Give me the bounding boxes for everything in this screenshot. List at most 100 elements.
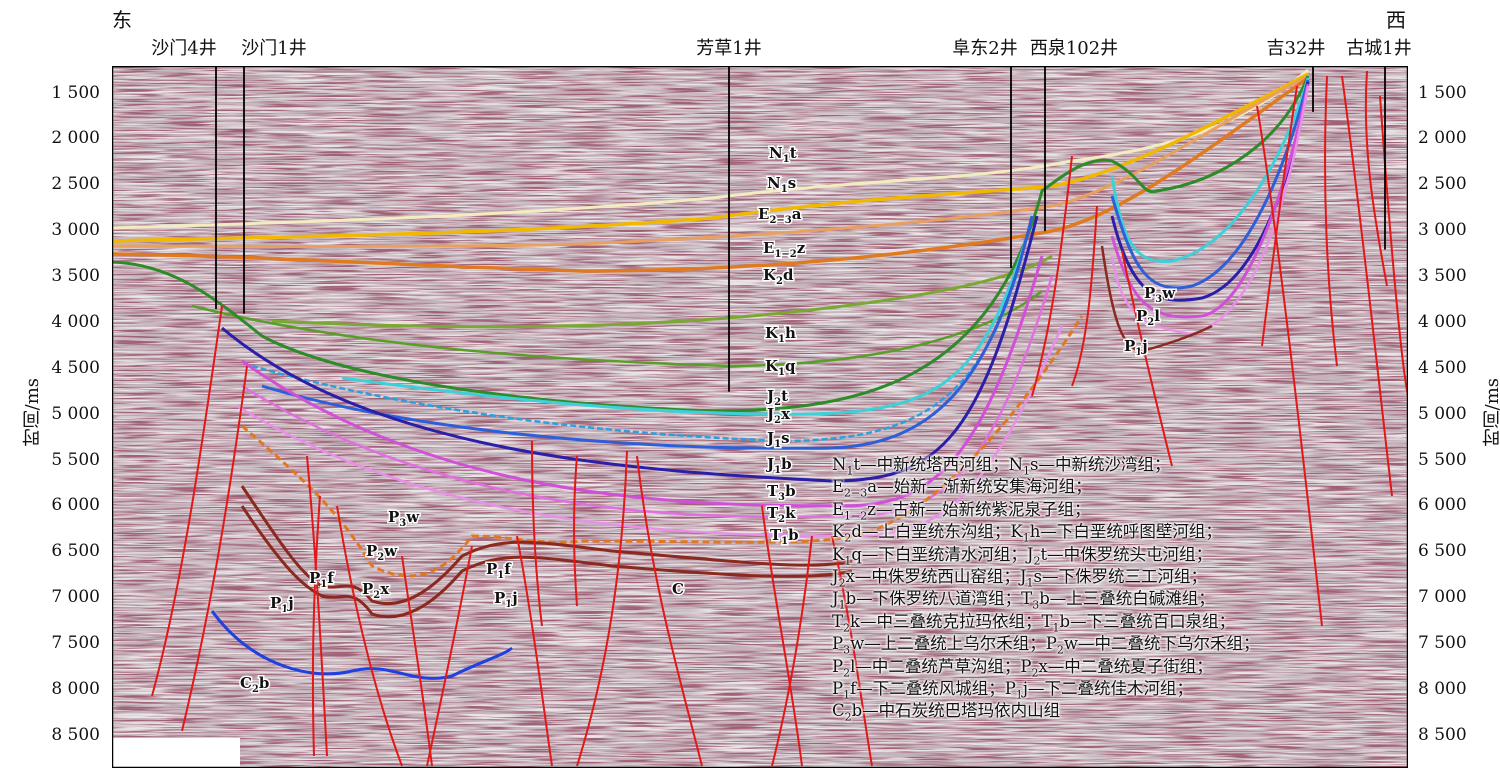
horizon-label-P1j_e: P1j xyxy=(270,594,294,615)
legend-text: j—下二叠统佳木河组； xyxy=(1022,679,1193,698)
legend-text: b—中石炭统巴塔玛依内山组 xyxy=(851,701,1061,721)
horizon-label-P2x_e: P2x xyxy=(362,580,390,601)
legend-subscript: 2 xyxy=(838,576,846,590)
legend-text: K xyxy=(832,522,845,542)
time-tick-label: 5 500 xyxy=(1418,449,1467,470)
horizon-label-P1j_c: P1j xyxy=(494,589,518,610)
legend-line: K1q—下白垩统清水河组；J2t—中侏罗统头屯河组； xyxy=(832,541,1212,567)
well-label-fudong2: 阜东2井 xyxy=(952,38,1018,59)
legend-subscript: 2 xyxy=(843,621,851,635)
legend-subscript: 2 xyxy=(843,665,851,679)
horizon-J2t xyxy=(341,77,1310,416)
time-tick-label: 4 000 xyxy=(1418,311,1467,332)
legend-subscript: 2−3 xyxy=(844,486,868,500)
horizon-label-N1t: N1t xyxy=(769,144,797,165)
legend-text: N xyxy=(832,455,847,474)
legend-line: N1t—中新统塔西河组；N1s—中新统沙湾组； xyxy=(832,451,1170,477)
fault-line xyxy=(426,545,473,767)
legend-subscript: 1 xyxy=(1052,621,1060,635)
legend-line: E1−2z—古新—始新统紫泥泉子组； xyxy=(832,496,1090,522)
well-label-xiquan102: 西泉102井 xyxy=(1029,38,1119,59)
horizon-label-J2x: J2x xyxy=(765,405,791,426)
horizon-T3b xyxy=(241,83,1310,508)
legend-subscript: 1 xyxy=(1015,688,1023,702)
fault-line xyxy=(1261,85,1298,347)
fault-line xyxy=(401,555,433,767)
legend-subscript: 1 xyxy=(844,553,852,567)
time-tick-label: 6 500 xyxy=(1418,541,1467,562)
fault-line xyxy=(771,535,813,767)
time-tick-label: 1 500 xyxy=(1418,82,1467,103)
horizon-label-C2b: C2b xyxy=(240,674,269,695)
legend-line: P2l—中二叠统芦草沟组；P2x—中二叠统夏子街组； xyxy=(832,653,1213,679)
horizon-label-K2d: K2d xyxy=(763,266,794,287)
legend-subscript: 1 xyxy=(838,598,846,612)
fault-line xyxy=(1071,205,1098,387)
legend-subscript: 2 xyxy=(1033,553,1041,567)
fault-line xyxy=(306,455,328,757)
legend-text: s—中新统沙湾组； xyxy=(1030,455,1171,474)
horizon-label-E23a: E2−3a xyxy=(758,205,802,226)
horizon-label-P2w_e: P2w xyxy=(366,542,398,563)
horizon-label-K1h: K1h xyxy=(765,324,796,345)
legend-text: K xyxy=(832,544,845,564)
legend-subscript: 1−2 xyxy=(844,509,868,523)
seismic-section: N1tN1sE2−3aE1−2zK2dK1hK1qJ2tJ2xJ1sJ1bT3b… xyxy=(112,66,1408,768)
legend-text: J xyxy=(832,567,839,586)
legend-text: a—始新—渐新统安集海河组； xyxy=(867,477,1092,497)
time-tick-label: 3 500 xyxy=(51,266,100,287)
time-tick-label: 8 000 xyxy=(1418,679,1467,699)
legend-text: t—中侏罗统头屯河组； xyxy=(1040,544,1213,564)
horizon-T2k xyxy=(241,275,1054,519)
fault-line xyxy=(572,455,578,607)
legend-text: k—中三叠统克拉玛依组；T xyxy=(850,611,1053,631)
legend-subscript: 3 xyxy=(1032,598,1040,612)
horizon-T1b xyxy=(236,85,1310,538)
legend-text: J xyxy=(832,589,839,609)
well-label-shamen4: 沙门4井 xyxy=(151,38,217,59)
horizon-label-P1j_w: P1j xyxy=(1124,337,1148,358)
time-tick-label: 6 000 xyxy=(51,495,100,516)
legend-subscript: 1 xyxy=(843,688,851,702)
time-tick-label: 4 500 xyxy=(51,357,100,378)
legend-text: w—中二叠统下乌尔禾组； xyxy=(1063,634,1260,654)
horizon-label-J2t: J2t xyxy=(765,387,788,408)
legend-text: l—中二叠统芦草沟组；P xyxy=(850,656,1032,676)
legend-text: b—下三叠统百口泉组； xyxy=(1059,611,1236,631)
time-tick-label: 5 000 xyxy=(1418,403,1467,424)
horizon-label-P3w_w: P3w xyxy=(1144,284,1176,305)
legend-subscript: 2 xyxy=(844,710,852,724)
time-tick-label: 4 000 xyxy=(51,311,100,332)
legend-text: q—下白垩统清水河组；J xyxy=(851,544,1034,564)
legend-text: z—古新—始新统紫泥泉子组； xyxy=(867,499,1091,519)
time-tick-label: 2 500 xyxy=(51,174,100,195)
fault-line xyxy=(761,505,803,767)
time-tick-label: 2 000 xyxy=(1418,128,1467,149)
fault-line xyxy=(1364,70,1388,287)
legend-subscript: 1 xyxy=(1023,464,1031,478)
fault-line xyxy=(831,535,873,767)
fault-line xyxy=(311,495,321,757)
legend-text: x—中二叠统夏子街组； xyxy=(1038,656,1213,676)
legend-text: b—上三叠统白碱滩组； xyxy=(1039,589,1215,609)
horizon-label-P1f_c: P1f xyxy=(486,560,512,581)
legend-line: P3w—上二叠统上乌尔禾组；P2w—中二叠统下乌尔禾组； xyxy=(832,630,1259,656)
legend-text: t—中新统塔西河组；N xyxy=(853,455,1024,474)
time-tick-label: 7 000 xyxy=(51,587,100,608)
time-tick-label: 2 000 xyxy=(51,128,100,149)
horizon-label-P2l_w: P2l xyxy=(1136,307,1160,328)
fault-line xyxy=(1121,250,1173,467)
legend-text: T xyxy=(832,611,844,631)
legend-line: E2−3a—始新—渐新统安集海河组； xyxy=(832,473,1092,499)
well-label-gucheng1: 古城1井 xyxy=(1346,38,1412,59)
well-label-fangcao1: 芳草1井 xyxy=(696,38,762,59)
time-tick-label: 1 500 xyxy=(51,82,100,103)
fault-line xyxy=(531,440,543,627)
horizon-E12z xyxy=(112,76,1310,273)
well-label-ji32: 吉32井 xyxy=(1266,38,1326,59)
horizon-label-T3b: T3b xyxy=(767,482,796,503)
time-tick-label: 4 500 xyxy=(1418,357,1467,378)
horizon-P xyxy=(241,315,1084,578)
horizon-label-K1q: K1q xyxy=(765,357,796,378)
west-direction-label: 西 xyxy=(1386,8,1406,32)
